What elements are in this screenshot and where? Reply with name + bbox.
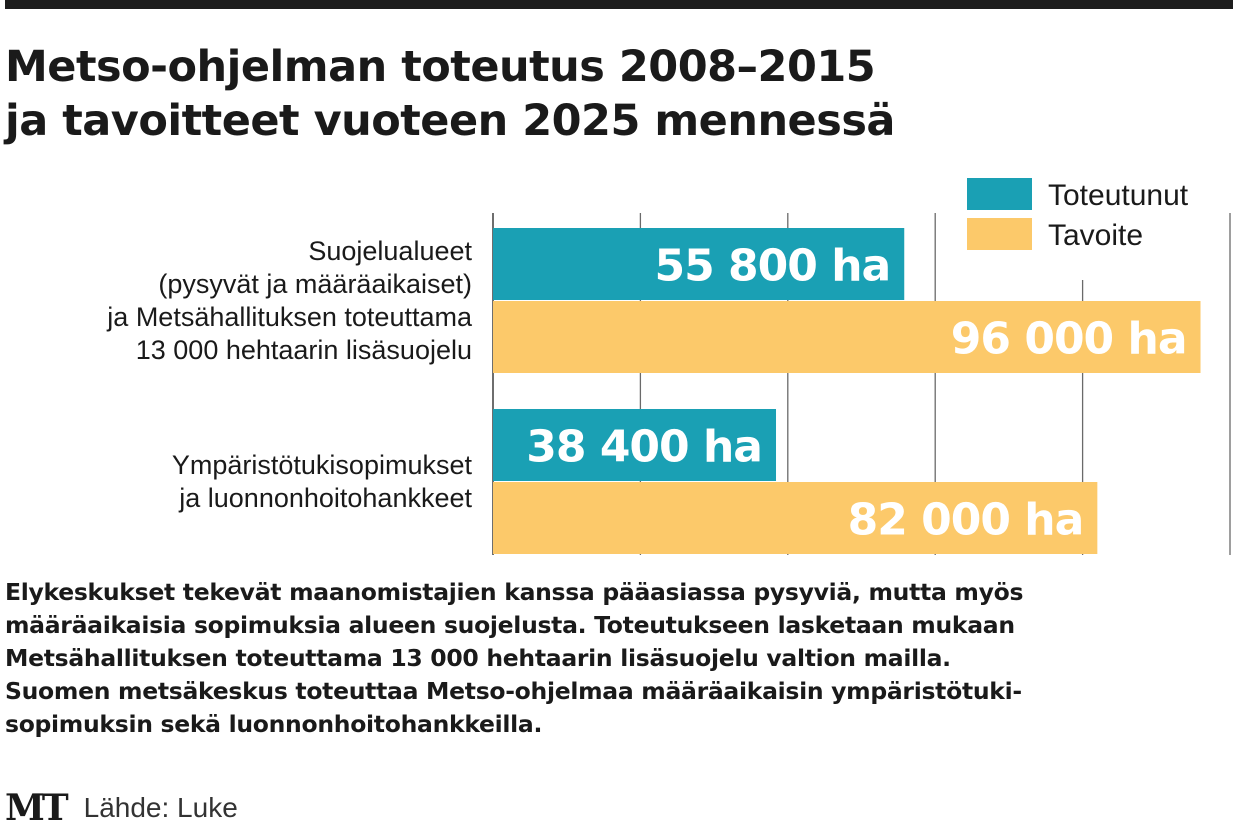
source-text: Lähde: Luke — [83, 792, 238, 823]
bar-value-label: 38 400 ha — [526, 422, 762, 473]
legend-swatch — [967, 218, 1032, 250]
description-line: sopimuksin sekä luonnonhoitohankkeilla. — [5, 710, 543, 738]
bar-tavoite — [493, 482, 1098, 554]
description: Elykeskukset tekevät maanomistajien kans… — [5, 576, 1237, 741]
description-line: Suomen metsäkeskus toteuttaa Metso-ohjel… — [5, 677, 1022, 705]
bar-tavoite — [493, 301, 1201, 373]
category-label: 13 000 hehtaarin lisäsuojelu — [136, 335, 472, 365]
legend-label: Tavoite — [1048, 219, 1143, 252]
category-label: (pysyvät ja määräaikaiset) — [158, 269, 472, 299]
category-label: Suojelualueet — [308, 236, 472, 266]
description-line: määräaikaisia sopimuksia alueen suojelus… — [5, 611, 1015, 639]
category-label: ja Metsähallituksen toteuttama — [106, 302, 473, 332]
page-title: Metso-ohjelman toteutus 2008–2015 ja tav… — [5, 40, 1233, 148]
legend: Toteutunut Tavoite — [967, 178, 1189, 252]
category-label: ja luonnonhoitohankkeet — [178, 483, 472, 513]
category-label: Ympäristötukisopimukset — [172, 450, 473, 480]
bar-toteutunut — [493, 228, 905, 300]
bar-value-label: 82 000 ha — [848, 495, 1084, 546]
title-line-2: ja tavoitteet vuoteen 2025 mennessä — [5, 96, 895, 146]
bar-toteutunut — [493, 409, 777, 481]
title-line-1: Metso-ohjelman toteutus 2008–2015 — [5, 42, 876, 92]
top-rule — [5, 0, 1233, 9]
bar-chart: 55 800 ha 96 000 ha 38 400 ha 82 000 ha Suo… — [106, 178, 1231, 555]
legend-label: Toteutunut — [1048, 179, 1189, 212]
description-line: Elykeskukset tekevät maanomistajien kans… — [5, 578, 1024, 606]
footer: MT Lähde: Luke — [5, 786, 238, 830]
bar-value-label: 96 000 ha — [951, 314, 1187, 365]
legend-swatch — [967, 178, 1032, 210]
bars: 55 800 ha 96 000 ha 38 400 ha 82 000 ha — [493, 228, 1201, 554]
bar-value-label: 55 800 ha — [655, 241, 891, 292]
description-line: Metsähallituksen toteuttama 13 000 hehta… — [5, 644, 951, 672]
mt-logo: MT — [5, 787, 69, 829]
category-labels: Suojelualueet(pysyvät ja määräaikaiset)j… — [106, 236, 473, 513]
